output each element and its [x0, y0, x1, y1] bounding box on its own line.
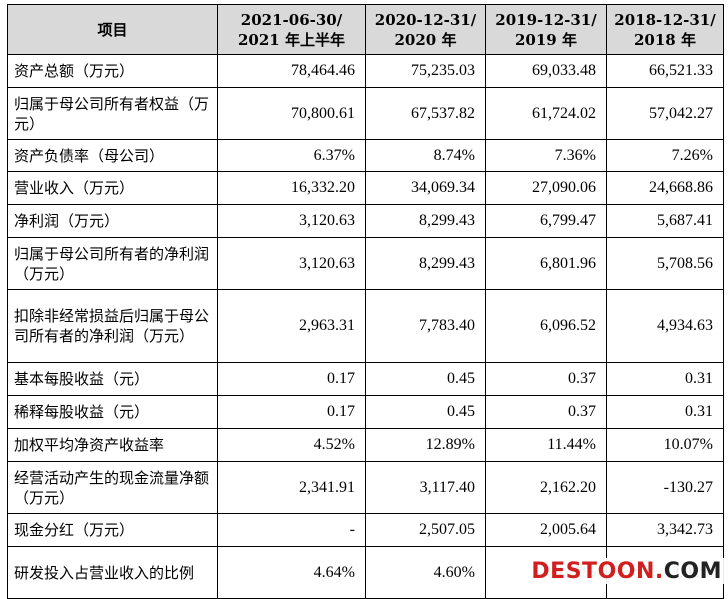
cell-value: 0.45	[365, 362, 486, 396]
cell-value: 3,117.40	[365, 461, 486, 514]
cell-value: 69,033.48	[485, 54, 607, 88]
cell-value: 66,521.33	[606, 54, 724, 88]
table-row: 营业收入（万元） 16,332.20 34,069.34 27,090.06 24,66…	[7, 171, 724, 205]
cell-value: 8.74%	[365, 139, 486, 172]
cell-value: 75,235.03	[365, 54, 486, 88]
cell-value: 61,724.02	[485, 87, 607, 140]
header-date: 2020-12-31/	[374, 10, 477, 29]
header-date: 2018-12-31/	[614, 10, 716, 29]
header-period-2018: 2018-12-31/ 2018 年	[606, 4, 724, 55]
header-date: 2019-12-31/	[495, 10, 597, 29]
cell-value: 6.37%	[217, 139, 366, 172]
cell-value: 0.37	[485, 362, 607, 396]
cell-value: 4.60%	[365, 546, 486, 599]
watermark-text: DESTOON	[531, 558, 655, 584]
watermark-dot: .	[654, 558, 664, 584]
cell-value: 6,096.52	[485, 289, 607, 363]
cell-value: 8,299.43	[365, 204, 486, 238]
cell-value: 57,042.27	[606, 87, 724, 140]
cell-value: 7.36%	[485, 139, 607, 172]
financial-indicators-table: 项目 2021-06-30/ 2021 年上半年 2020-12-31/ 202…	[7, 4, 724, 599]
cell-value: 0.37	[485, 395, 607, 429]
cell-value: 11.44%	[485, 428, 607, 462]
table-header: 项目 2021-06-30/ 2021 年上半年 2020-12-31/ 202…	[7, 4, 724, 55]
cell-value: 8,299.43	[365, 237, 486, 290]
table-row: 归属于母公司所有者的净利润（万元） 3,120.63 8,299.43 6,801.9…	[7, 237, 724, 290]
table-row: 资产总额（万元） 78,464.46 75,235.03 69,033.48 66,52…	[7, 54, 724, 88]
row-label: 扣除非经常损益后归属于母公司所有者的净利润（万元）	[7, 289, 218, 363]
cell-value: 34,069.34	[365, 171, 486, 205]
cell-value: -	[217, 513, 366, 547]
cell-value: 67,537.82	[365, 87, 486, 140]
row-label: 归属于母公司所有者权益（万元）	[7, 87, 218, 140]
cell-value: 0.17	[217, 395, 366, 429]
cell-value: 4.64%	[217, 546, 366, 599]
watermark-suffix: COM	[663, 558, 722, 584]
table-row: 扣除非经常损益后归属于母公司所有者的净利润（万元） 2,963.31 7,783.4…	[7, 289, 724, 363]
row-label: 归属于母公司所有者的净利润（万元）	[7, 237, 218, 290]
header-period: 2021 年上半年	[238, 30, 345, 49]
table-row: 经营活动产生的现金流量净额（万元） 2,341.91 3,117.40 2,162.2…	[7, 461, 724, 514]
row-label: 现金分红（万元）	[7, 513, 218, 547]
table-row: 加权平均净资产收益率 4.52% 12.89% 11.44% 10.07%	[7, 428, 724, 462]
header-period: 2018 年	[634, 30, 696, 49]
table-row: 资产负债率（母公司） 6.37% 8.74% 7.36% 7.26%	[7, 139, 724, 172]
cell-value: 0.45	[365, 395, 486, 429]
cell-value: 5,687.41	[606, 204, 724, 238]
row-label: 研发投入占营业收入的比例	[7, 546, 218, 599]
header-row: 项目 2021-06-30/ 2021 年上半年 2020-12-31/ 202…	[7, 4, 724, 55]
cell-value: 12.89%	[365, 428, 486, 462]
cell-value: 78,464.46	[217, 54, 366, 88]
cell-value: 0.31	[606, 395, 724, 429]
row-label: 稀释每股收益（元）	[7, 395, 218, 429]
table-row: 归属于母公司所有者权益（万元） 70,800.61 67,537.82 61,724.…	[7, 87, 724, 140]
cell-value: 0.31	[606, 362, 724, 396]
header-date: 2021-06-30/	[240, 10, 343, 29]
cell-value: 10.07%	[606, 428, 724, 462]
table-row: 稀释每股收益（元） 0.17 0.45 0.37 0.31	[7, 395, 724, 429]
header-item-label: 项目	[7, 4, 218, 55]
cell-value: 0.17	[217, 362, 366, 396]
header-period-2020: 2020-12-31/ 2020 年	[365, 4, 486, 55]
cell-value: 3,120.63	[217, 237, 366, 290]
cell-value: 27,090.06	[485, 171, 607, 205]
cell-value: -130.27	[606, 461, 724, 514]
cell-value: 6,799.47	[485, 204, 607, 238]
cell-value: 16,332.20	[217, 171, 366, 205]
row-label: 资产负债率（母公司）	[7, 139, 218, 172]
watermark-logo: DESTOON. COM	[518, 558, 724, 584]
table-body: 资产总额（万元） 78,464.46 75,235.03 69,033.48 66,52…	[7, 54, 724, 599]
cell-value: 2,963.31	[217, 289, 366, 363]
cell-value: 7.26%	[606, 139, 724, 172]
cell-value: 3,120.63	[217, 204, 366, 238]
cell-value: 2,005.64	[485, 513, 607, 547]
cell-value: 3,342.73	[606, 513, 724, 547]
cell-value: 2,507.05	[365, 513, 486, 547]
cell-value: 7,783.40	[365, 289, 486, 363]
cell-value: 70,800.61	[217, 87, 366, 140]
header-period-2021h1: 2021-06-30/ 2021 年上半年	[217, 4, 366, 55]
cell-value: 2,341.91	[217, 461, 366, 514]
row-label: 加权平均净资产收益率	[7, 428, 218, 462]
cell-value: 24,668.86	[606, 171, 724, 205]
row-label: 营业收入（万元）	[7, 171, 218, 205]
table-row: 净利润（万元） 3,120.63 8,299.43 6,799.47 5,687.41	[7, 204, 724, 238]
row-label: 净利润（万元）	[7, 204, 218, 238]
cell-value: 2,162.20	[485, 461, 607, 514]
table-row: 现金分红（万元） -2,507.05 2,005.64 3,342.73	[7, 513, 724, 547]
header-period: 2020 年	[394, 30, 457, 49]
table-row: 基本每股收益（元） 0.17 0.45 0.37 0.31	[7, 362, 724, 396]
row-label: 经营活动产生的现金流量净额（万元）	[7, 461, 218, 514]
cell-value: 4.52%	[217, 428, 366, 462]
cell-value: 5,708.56	[606, 237, 724, 290]
row-label: 资产总额（万元）	[7, 54, 218, 88]
cell-value: 4,934.63	[606, 289, 724, 363]
header-period: 2019 年	[515, 30, 577, 49]
row-label: 基本每股收益（元）	[7, 362, 218, 396]
cell-value: 6,801.96	[485, 237, 607, 290]
header-period-2019: 2019-12-31/ 2019 年	[485, 4, 607, 55]
